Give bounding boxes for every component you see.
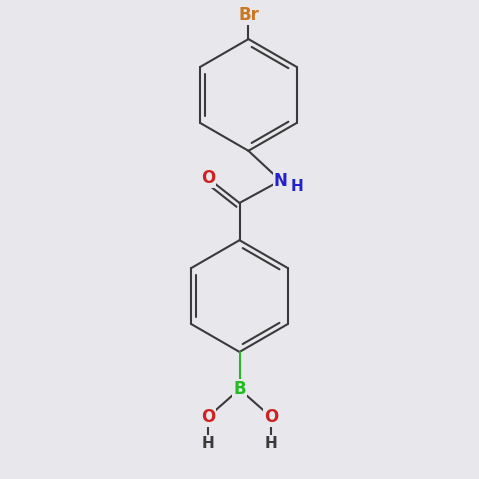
Text: H: H (202, 436, 215, 451)
Text: B: B (233, 380, 246, 398)
Text: H: H (290, 179, 303, 194)
Text: O: O (201, 408, 216, 426)
Text: H: H (264, 436, 277, 451)
Text: Br: Br (238, 6, 259, 24)
Text: O: O (201, 170, 216, 187)
Text: N: N (274, 171, 287, 190)
Text: O: O (263, 408, 278, 426)
